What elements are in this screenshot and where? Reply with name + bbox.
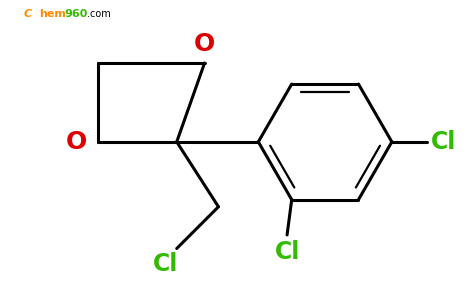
Text: Cl: Cl — [274, 240, 300, 263]
Text: Cl: Cl — [153, 252, 178, 276]
Text: .com: .com — [87, 8, 110, 18]
Text: hem: hem — [39, 8, 65, 18]
Text: C: C — [23, 8, 32, 18]
Text: O: O — [65, 130, 87, 154]
Text: 960: 960 — [65, 8, 88, 18]
Text: Cl: Cl — [431, 130, 456, 154]
Text: O: O — [194, 32, 215, 56]
